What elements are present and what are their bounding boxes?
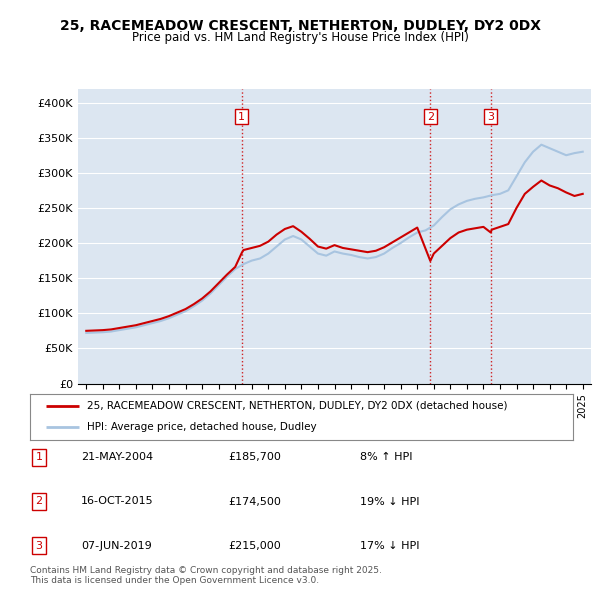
Text: £174,500: £174,500 — [228, 497, 281, 506]
Text: 25, RACEMEADOW CRESCENT, NETHERTON, DUDLEY, DY2 0DX (detached house): 25, RACEMEADOW CRESCENT, NETHERTON, DUDL… — [87, 401, 508, 411]
Text: 3: 3 — [35, 541, 43, 550]
Text: £215,000: £215,000 — [228, 541, 281, 550]
Text: 17% ↓ HPI: 17% ↓ HPI — [360, 541, 419, 550]
Text: 25, RACEMEADOW CRESCENT, NETHERTON, DUDLEY, DY2 0DX: 25, RACEMEADOW CRESCENT, NETHERTON, DUDL… — [59, 19, 541, 33]
Text: 3: 3 — [487, 112, 494, 122]
Text: 2: 2 — [427, 112, 434, 122]
Text: £185,700: £185,700 — [228, 453, 281, 462]
Text: 21-MAY-2004: 21-MAY-2004 — [81, 453, 153, 462]
Text: 2: 2 — [35, 497, 43, 506]
Text: 1: 1 — [35, 453, 43, 462]
Text: HPI: Average price, detached house, Dudley: HPI: Average price, detached house, Dudl… — [87, 422, 317, 432]
Text: 19% ↓ HPI: 19% ↓ HPI — [360, 497, 419, 506]
Text: Price paid vs. HM Land Registry's House Price Index (HPI): Price paid vs. HM Land Registry's House … — [131, 31, 469, 44]
Text: 8% ↑ HPI: 8% ↑ HPI — [360, 453, 413, 462]
Text: 1: 1 — [238, 112, 245, 122]
Text: 07-JUN-2019: 07-JUN-2019 — [81, 541, 152, 550]
Text: 16-OCT-2015: 16-OCT-2015 — [81, 497, 154, 506]
Text: Contains HM Land Registry data © Crown copyright and database right 2025.
This d: Contains HM Land Registry data © Crown c… — [30, 566, 382, 585]
